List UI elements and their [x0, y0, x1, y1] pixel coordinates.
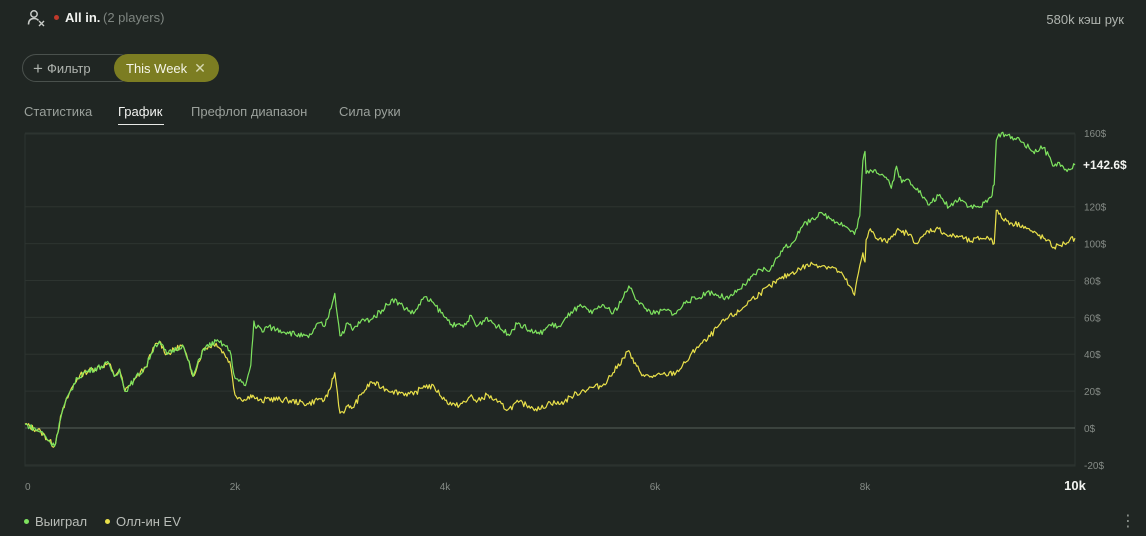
legend-label: Олл-ин EV — [116, 514, 181, 529]
page-title: All in. — [65, 10, 101, 25]
series-line — [24, 209, 1076, 448]
add-filter-label: Фильтр — [46, 60, 91, 76]
y-tick-label: 0$ — [1084, 424, 1096, 435]
chart: 160$ 120$ 100$ 80$ 60$ 40$ 20$ 0$ -20$ 0 2k 4k 6k 8k 1… — [24, 129, 1127, 493]
hands-count: 580k кэш рук — [1046, 12, 1124, 27]
tab-hand-strength[interactable]: Сила руки — [339, 104, 401, 119]
active-tab-underline — [118, 124, 164, 125]
y-tick-label: 80$ — [1084, 276, 1101, 287]
legend-item-allin-ev[interactable]: Олл-ин EV — [105, 514, 181, 529]
y-tick-label: -20$ — [1084, 461, 1104, 472]
legend-dot — [105, 519, 110, 524]
y-tick-label: 120$ — [1084, 203, 1107, 214]
tab-statistics[interactable]: Статистика — [24, 104, 93, 119]
user-icon[interactable] — [27, 9, 45, 27]
tab-graph[interactable]: График — [118, 104, 163, 119]
x-tick-label: 0 — [25, 482, 31, 493]
legend-dot — [24, 519, 29, 524]
x-tick-label: 2k — [230, 482, 242, 493]
legend-item-won[interactable]: Выиграл — [24, 514, 87, 529]
x-tick-label: 6k — [650, 482, 662, 493]
x-tick-label: 10k — [1064, 478, 1086, 493]
x-tick-label: 4k — [440, 482, 452, 493]
plot-border — [24, 133, 1076, 467]
x-tick-label: 8k — [860, 482, 872, 493]
y-tick-label: 160$ — [1084, 129, 1107, 140]
active-filter-label: This Week — [126, 60, 188, 76]
more-menu-icon[interactable]: ⋮ — [1120, 513, 1136, 530]
add-filter-button[interactable]: + Фильтр — [22, 54, 133, 82]
close-icon[interactable]: ✕ — [194, 59, 206, 76]
y-tick-label: 100$ — [1084, 240, 1107, 251]
header-bar: All in. (2 players) 580k кэш рук — [0, 0, 1146, 36]
players-count: (2 players) — [103, 10, 165, 25]
legend-label: Выиграл — [35, 514, 88, 529]
tab-preflop-range[interactable]: Префлоп диапазон — [191, 104, 308, 119]
end-value-label: +142.6$ — [1083, 158, 1127, 172]
y-tick-label: 20$ — [1084, 387, 1101, 398]
y-tick-label: 40$ — [1084, 350, 1101, 361]
status-dot — [54, 15, 59, 20]
plus-icon: + — [33, 58, 43, 78]
y-tick-label: 60$ — [1084, 313, 1101, 324]
series-line — [25, 131, 1076, 447]
active-filter-chip[interactable]: This Week ✕ — [114, 54, 219, 82]
